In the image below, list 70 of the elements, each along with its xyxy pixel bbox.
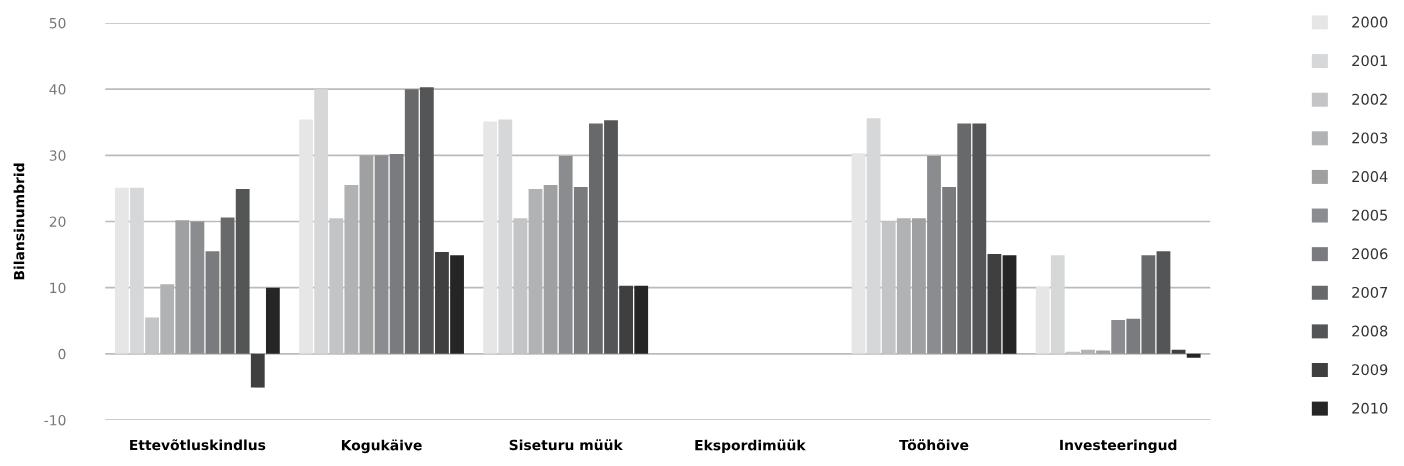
bar	[450, 255, 464, 354]
bar	[483, 121, 498, 354]
bar	[175, 220, 190, 354]
bar	[114, 187, 129, 354]
bar	[419, 87, 434, 354]
bar	[957, 123, 972, 354]
bar	[498, 119, 513, 354]
bar	[314, 89, 329, 354]
bar	[220, 217, 235, 354]
legend-label: 2004	[1352, 171, 1388, 183]
bar	[942, 187, 957, 354]
bar	[588, 123, 603, 354]
bar	[912, 218, 926, 354]
legend-label: 2001	[1352, 55, 1387, 67]
bar	[1002, 255, 1017, 354]
bar	[190, 221, 205, 354]
bar	[235, 189, 250, 354]
y-tick-label: -10	[44, 414, 66, 426]
y-axis-title: Bilansinumbrid	[13, 163, 25, 280]
bar	[205, 251, 220, 354]
bar	[299, 119, 313, 354]
y-tick-label: 40	[49, 84, 66, 95]
bar	[972, 123, 987, 354]
bar	[250, 353, 265, 388]
bar	[1156, 251, 1171, 354]
bar	[1111, 320, 1126, 354]
y-tick-label: 0	[58, 348, 66, 360]
bar	[1035, 287, 1050, 354]
bar	[558, 155, 573, 354]
y-tick-label: 20	[49, 216, 66, 227]
bar	[927, 155, 941, 354]
x-tick-label: Kogukäive	[341, 439, 422, 454]
bar	[374, 155, 389, 354]
x-tick-label: Siseturu müük	[509, 439, 623, 451]
x-tick-label: Tööhõive	[899, 439, 969, 451]
bar	[1141, 255, 1156, 354]
bar	[1096, 350, 1110, 354]
bar	[573, 187, 588, 354]
bar	[619, 285, 633, 354]
legend-label: 2007	[1352, 286, 1388, 298]
y-tick-label: 10	[50, 282, 66, 294]
bar	[987, 253, 1002, 354]
bar	[604, 120, 618, 354]
bar	[866, 118, 881, 354]
bar	[265, 287, 280, 354]
x-tick-label: Ettevõtluskindlus	[130, 439, 266, 451]
x-tick-label: Ekspordimüük	[695, 439, 806, 454]
legend-label: 2002	[1352, 93, 1387, 105]
bar	[1171, 349, 1186, 354]
bar	[1050, 255, 1065, 354]
legend-label: 2008	[1352, 325, 1388, 337]
bar	[130, 187, 144, 354]
legend-label: 2010	[1352, 402, 1388, 414]
legend-label: 2000	[1352, 16, 1388, 28]
y-tick-label: 30	[49, 150, 66, 161]
y-tick-label: 50	[49, 17, 66, 29]
bar	[634, 285, 649, 354]
x-tick-label: Investeeringud	[1060, 439, 1177, 453]
bar	[359, 155, 374, 354]
bar	[543, 185, 558, 354]
legend-label: 2006	[1352, 248, 1388, 260]
bar	[435, 251, 449, 354]
bar	[1186, 353, 1201, 358]
legend-label: 2003	[1352, 132, 1388, 144]
legend-label: 2009	[1352, 364, 1388, 376]
bar	[1126, 318, 1141, 354]
bar	[404, 89, 419, 354]
bar	[389, 153, 404, 354]
legend-label: 2005	[1352, 209, 1388, 221]
bar	[851, 153, 866, 354]
